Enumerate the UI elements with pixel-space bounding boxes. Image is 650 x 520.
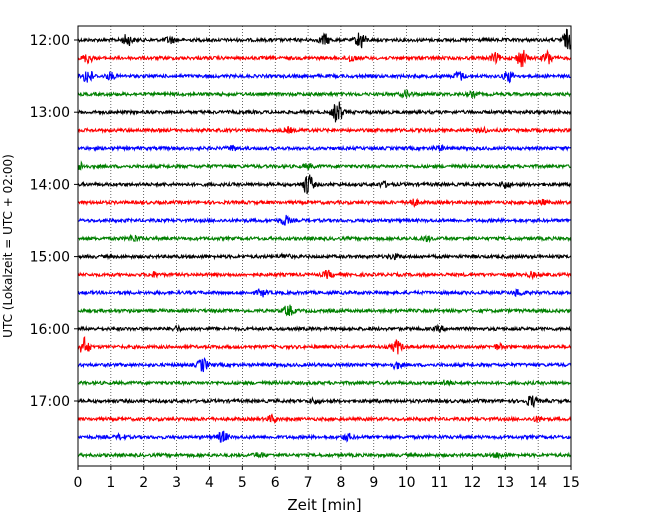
trace-1330 [77,144,572,152]
trace-1215 [77,48,572,68]
trace-1230 [77,70,572,84]
x-tick-label: 13 [496,475,514,491]
trace-1245 [77,89,572,100]
x-tick-label: 8 [336,475,345,491]
x-tick-label: 10 [398,475,416,491]
x-tick-label: 11 [431,475,449,491]
x-tick-label: 5 [238,475,247,491]
x-tick-label: 14 [529,475,547,491]
trace-1315 [77,125,572,135]
x-tick-label: 12 [463,475,481,491]
y-axis: 12:00 13:00 14:00 15:00 16:00 17:00 [30,33,78,410]
trace-1515 [77,269,572,281]
trace-1345 [77,160,572,171]
x-tick-label: 3 [172,475,181,491]
trace-1500 [77,252,572,261]
trace-1645 [77,379,572,387]
x-tick-label: 15 [562,475,580,491]
x-tick-label: 1 [106,475,115,491]
x-axis-label: Zeit [min] [287,496,361,514]
x-axis: 0 1 2 3 4 5 6 7 8 9 10 11 12 13 14 15 [74,466,580,491]
trace-1400 [77,174,572,194]
y-tick-label: 15:00 [30,250,70,266]
grid-lines [110,26,539,466]
trace-1745 [77,451,572,460]
trace-1730 [77,430,572,443]
trace-1200 [77,28,572,50]
trace-1300 [77,101,572,123]
x-tick-label: 4 [205,475,214,491]
y-tick-label: 13:00 [30,105,70,121]
trace-1715 [77,413,572,425]
plot-frame [77,25,572,467]
trace-group [77,28,572,460]
trace-1430 [77,214,572,226]
y-tick-label: 16:00 [30,322,70,338]
x-tick-label: 9 [369,475,378,491]
x-tick-label: 7 [304,475,313,491]
y-tick-label: 12:00 [30,33,70,49]
trace-1700 [77,395,572,409]
x-tick-label: 2 [139,475,148,491]
trace-1630 [77,357,572,373]
y-tick-label: 14:00 [30,177,70,193]
x-tick-label: 0 [74,475,83,491]
x-tick-label: 6 [271,475,280,491]
trace-1615 [77,336,572,355]
y-axis-label: UTC (Lokalzeit = UTC + 02:00) [1,154,15,338]
trace-1415 [77,197,572,208]
trace-1445 [77,233,572,244]
trace-1600 [77,323,572,333]
trace-1545 [77,304,572,317]
trace-1530 [77,288,572,298]
y-tick-label: 17:00 [30,394,70,410]
